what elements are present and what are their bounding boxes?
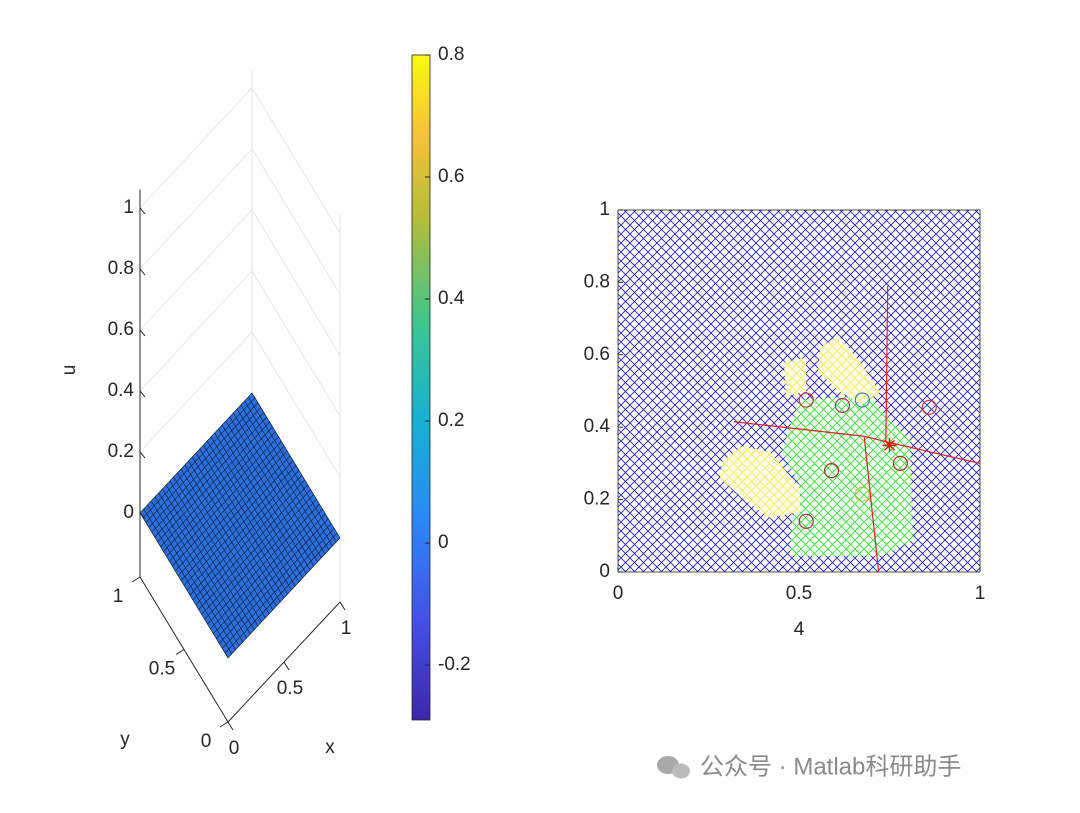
- x-axis-label: 4: [794, 619, 805, 640]
- x-tick: [339, 601, 346, 611]
- y-tick: [175, 649, 185, 655]
- surface-mesh: [244, 400, 333, 547]
- boundary-line: [863, 436, 880, 573]
- z-tick: [139, 268, 146, 276]
- grid-line: [139, 331, 341, 478]
- z-tick: [139, 329, 146, 337]
- center-circle: [798, 392, 814, 408]
- watermark: 公众号 · Matlab科研助手: [700, 753, 961, 780]
- y-axis-label: y: [120, 729, 130, 750]
- z-tick: [139, 207, 146, 215]
- region-yellow: [784, 358, 806, 396]
- center-circle: [892, 455, 908, 471]
- boundary-line: [885, 441, 981, 464]
- region-yellow: [720, 446, 800, 518]
- y-tick-label: 0: [599, 561, 610, 582]
- surface-mesh: [142, 397, 256, 518]
- colorbar-tick-label: 0.4: [438, 288, 465, 309]
- z-tick-label: 0: [123, 502, 134, 523]
- surface-mesh: [240, 404, 330, 551]
- grid-line: [139, 209, 341, 356]
- colorbar-tick-label: -0.2: [438, 654, 471, 675]
- surface-plot: 0 0.2 0.4 0.6 0.8 1 0 0.5 1 0 0.5 1 x y u: [59, 69, 352, 759]
- y-tick: [131, 576, 141, 583]
- grid-line: [139, 270, 341, 417]
- y-tick-label: 0: [201, 731, 212, 752]
- surface-mesh: [154, 416, 267, 538]
- x-tick-label: 0: [613, 583, 624, 604]
- colorbar-tick-label: 0.8: [438, 44, 464, 65]
- colorbar-tick-label: 0.6: [438, 166, 464, 187]
- x-tick-label: 1: [341, 618, 352, 639]
- surface-mesh: [248, 396, 337, 543]
- y-tick-label: 0.4: [584, 416, 611, 437]
- boundary-line: [885, 286, 889, 442]
- x-tick-label: 0.5: [277, 678, 303, 699]
- surface-mesh: [236, 408, 326, 555]
- x-tick: [283, 661, 290, 671]
- z-tick: [139, 512, 146, 520]
- y-tick-label: 0.5: [149, 659, 175, 680]
- surface-mesh: [145, 402, 259, 523]
- surface-mesh: [151, 412, 264, 533]
- star-marker: [882, 438, 897, 453]
- y-tick-label: 1: [113, 586, 124, 607]
- x-tick: [227, 721, 234, 731]
- x-tick-label: 0.5: [786, 583, 812, 604]
- center-circle: [834, 397, 851, 414]
- y-tick-label: 0.2: [584, 489, 610, 510]
- center-circle: [921, 399, 937, 415]
- z-tick: [139, 390, 146, 398]
- region-plot: 0 0.5 1 0 0.2 0.4 0.6 0.8 1 4: [584, 199, 986, 640]
- surface-mesh: [148, 407, 262, 528]
- boundary-line: [733, 421, 865, 437]
- center-circle: [798, 513, 814, 529]
- z-tick-label: 0.4: [108, 380, 135, 401]
- boundary-line: [864, 435, 887, 443]
- z-tick-label: 0.2: [108, 441, 134, 462]
- grid-line: [139, 148, 341, 295]
- z-tick-label: 1: [123, 197, 134, 218]
- colorbar-tick-label: 0: [438, 532, 449, 553]
- center-circle: [854, 486, 870, 502]
- wechat-icon: [657, 756, 690, 779]
- y-tick: [219, 721, 229, 728]
- colorbar-tick-label: 0.2: [438, 410, 464, 431]
- x-tick-label: 1: [975, 583, 986, 604]
- z-axis-label: u: [59, 365, 80, 376]
- y-tick-label: 0.6: [584, 344, 610, 365]
- z-tick: [139, 451, 146, 459]
- grid-line: [139, 87, 341, 234]
- x-axis-label: x: [325, 737, 335, 758]
- y-tick-label: 0.8: [584, 271, 610, 292]
- region-yellow: [818, 335, 880, 404]
- region-green: [782, 395, 913, 556]
- z-tick-label: 0.8: [108, 258, 134, 279]
- z-tick-label: 0.6: [108, 319, 134, 340]
- x-tick-label: 0: [229, 738, 240, 759]
- colorbar: -0.2 0 0.2 0.4 0.6 0.8: [411, 44, 471, 721]
- colorbar-gradient: [411, 54, 431, 721]
- center-circle: [823, 463, 840, 479]
- center-circle: [854, 392, 870, 408]
- y-tick-label: 1: [599, 199, 610, 220]
